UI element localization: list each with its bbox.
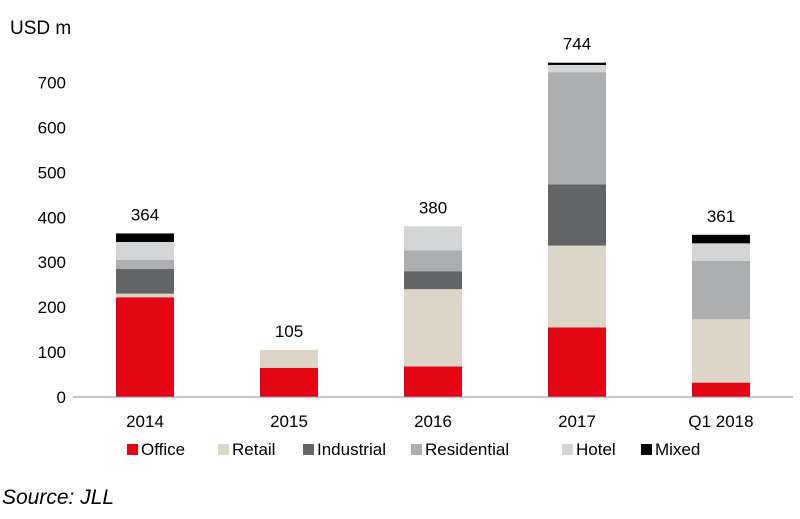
legend-label-retail: Retail: [232, 440, 275, 459]
bar-hotel-2014: [116, 241, 174, 260]
total-label: 744: [563, 35, 591, 54]
bar-residential-2014: [116, 259, 174, 269]
x-tick-label: 2017: [558, 412, 596, 431]
bar-mixed-2017: [548, 62, 606, 65]
y-tick-label: 700: [38, 73, 66, 92]
bar-office-2015: [260, 367, 318, 397]
x-tick-label: Q1 2018: [688, 412, 753, 431]
bar-hotel-2016: [404, 226, 462, 251]
total-label: 380: [419, 198, 447, 217]
legend-swatch-residential: [411, 444, 422, 455]
bar-retail-2016: [404, 289, 462, 367]
bar-office-q1-2018: [692, 382, 750, 397]
bar-industrial-2014: [116, 268, 174, 294]
legend-swatch-retail: [218, 444, 229, 455]
legend-label-hotel: Hotel: [576, 440, 616, 459]
bar-mixed-q1-2018: [692, 234, 750, 244]
legend-swatch-office: [127, 444, 138, 455]
bar-office-2017: [548, 327, 606, 397]
legend-swatch-industrial: [303, 444, 314, 455]
bar-retail-q1-2018: [692, 319, 750, 383]
legend-label-industrial: Industrial: [317, 440, 386, 459]
bar-industrial-2017: [548, 184, 606, 246]
y-tick-label: 400: [38, 208, 66, 227]
bar-residential-q1-2018: [692, 260, 750, 320]
legend-swatch-mixed: [641, 444, 652, 455]
legend-swatch-hotel: [562, 444, 573, 455]
x-tick-label: 2015: [270, 412, 308, 431]
bar-office-2016: [404, 366, 462, 397]
y-tick-label: 200: [38, 298, 66, 317]
legend-label-office: Office: [141, 440, 185, 459]
x-tick-label: 2016: [414, 412, 452, 431]
bar-office-2014: [116, 297, 174, 397]
source-note: Source: JLL: [2, 486, 115, 509]
bar-mixed-2014: [116, 233, 174, 242]
bar-residential-2017: [548, 72, 606, 185]
y-tick-label: 300: [38, 253, 66, 272]
legend-label-mixed: Mixed: [655, 440, 700, 459]
total-label: 364: [131, 205, 159, 224]
x-tick-label: 2014: [126, 412, 164, 431]
bar-retail-2015: [260, 349, 318, 368]
bar-residential-2016: [404, 250, 462, 272]
bar-retail-2017: [548, 245, 606, 328]
y-tick-label: 100: [38, 343, 66, 362]
y-axis-title: USD m: [10, 18, 71, 39]
y-tick-label: 500: [38, 163, 66, 182]
y-tick-label: 0: [57, 388, 66, 407]
total-label: 361: [707, 207, 735, 226]
bar-hotel-2017: [548, 64, 606, 73]
bar-industrial-2016: [404, 271, 462, 290]
legend-label-residential: Residential: [425, 440, 509, 459]
total-label: 105: [275, 322, 303, 341]
bar-retail-2014: [116, 293, 174, 298]
bar-hotel-q1-2018: [692, 243, 750, 261]
y-tick-label: 600: [38, 118, 66, 137]
